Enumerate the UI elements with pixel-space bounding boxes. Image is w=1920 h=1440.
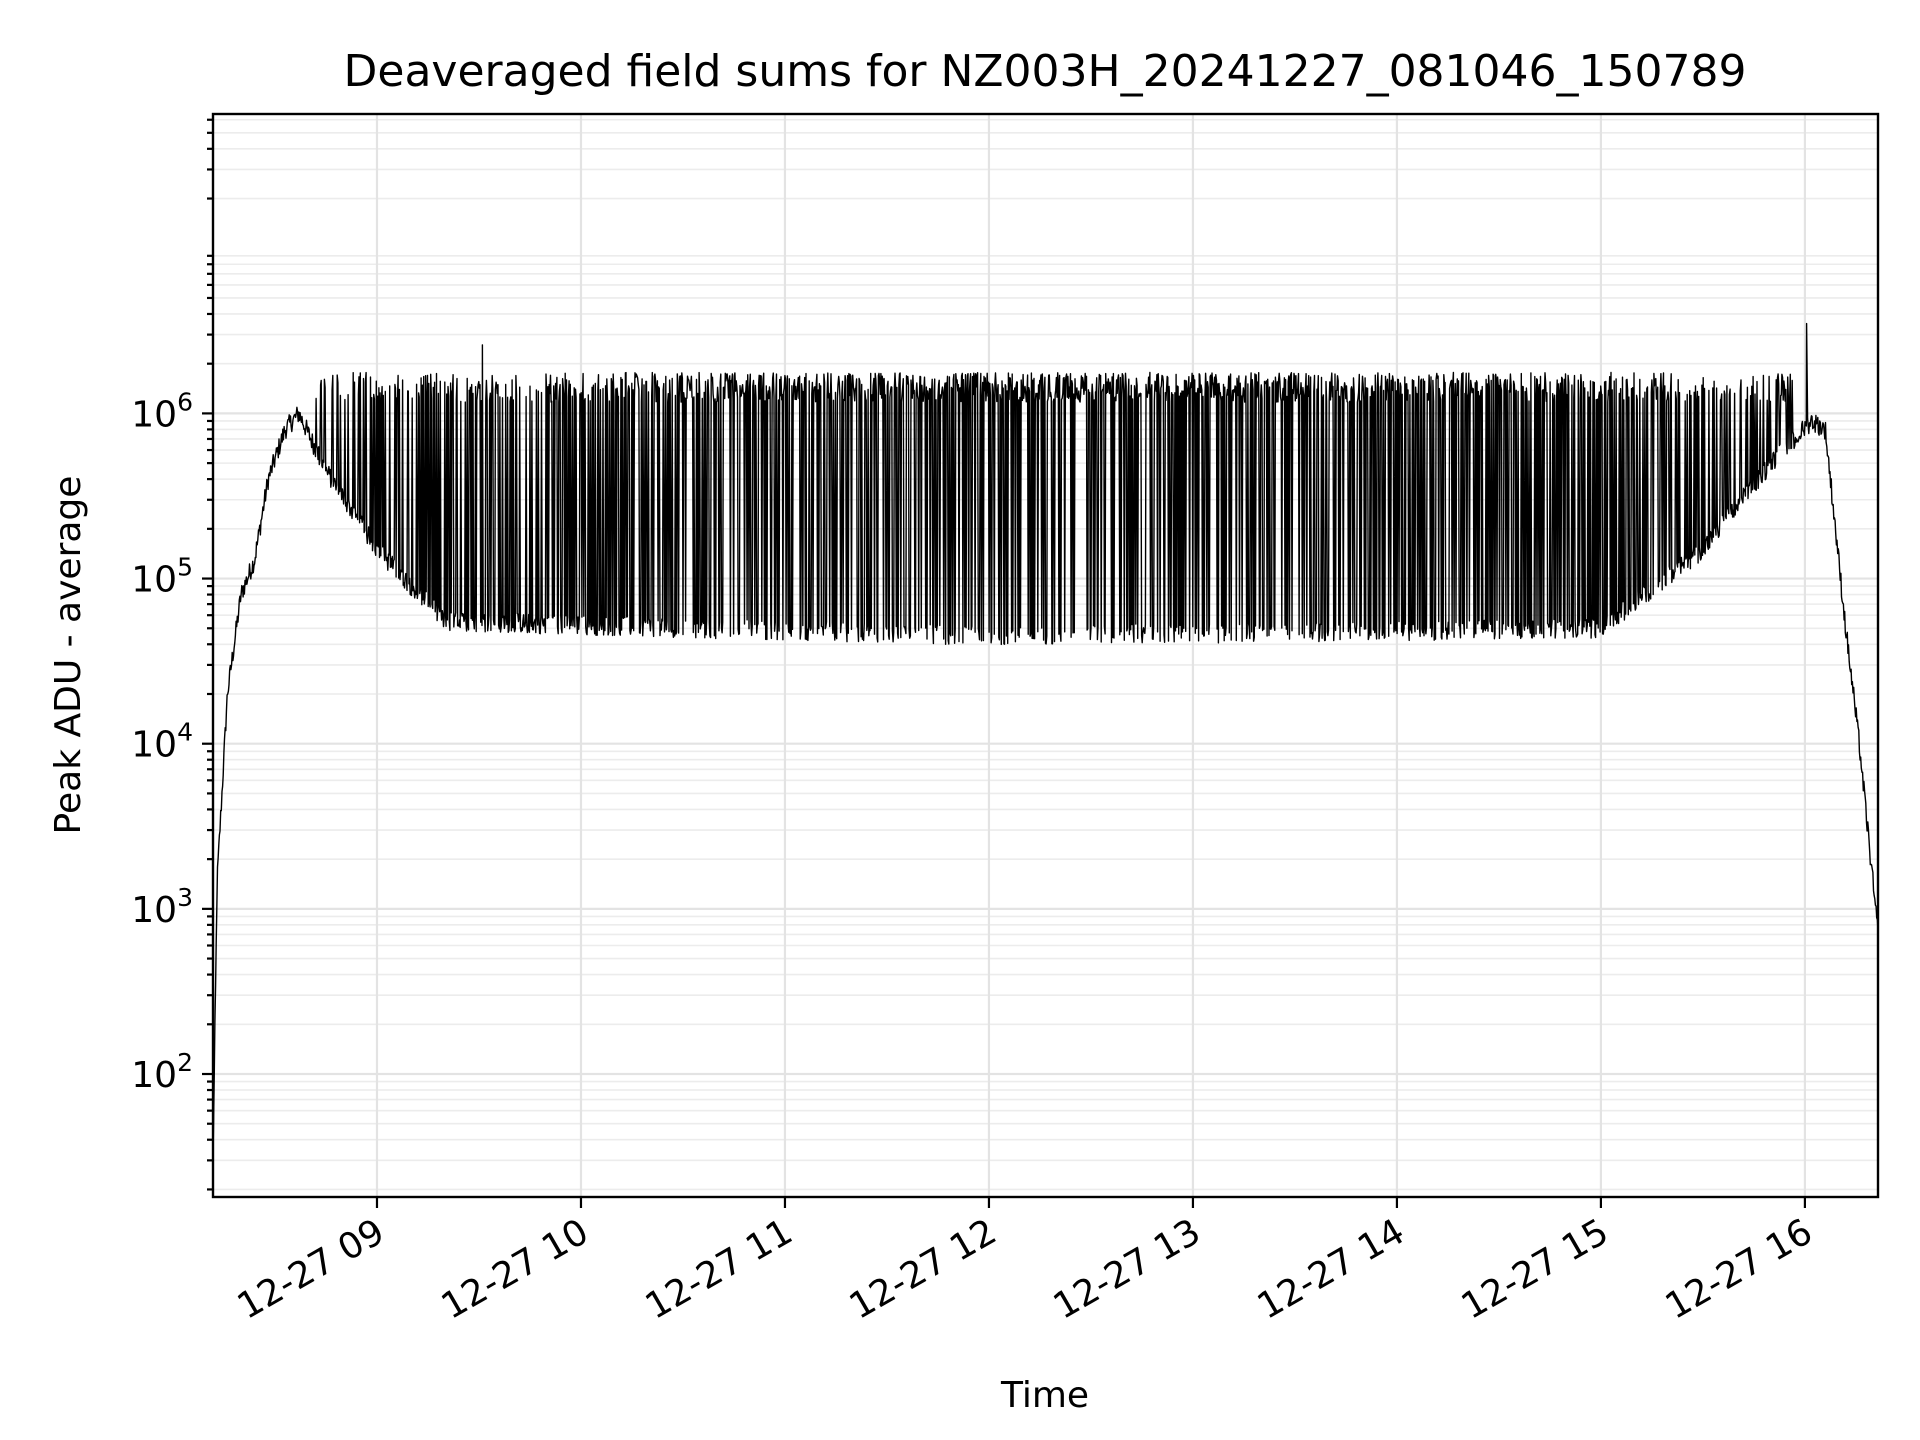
y-axis: 102 103 104 105 106 [131, 118, 213, 1191]
series-group [212, 322, 1879, 1158]
x-axis-label: Time [1000, 1375, 1089, 1416]
y-axis-label: Peak ADU - average [48, 476, 89, 835]
y-tick-label: 102 [131, 1048, 193, 1096]
x-tick-label: 12-27 16 [1659, 1211, 1820, 1327]
x-tick-label: 12-27 14 [1251, 1211, 1412, 1327]
grid [213, 114, 1878, 1197]
x-tick-label: 12-27 10 [435, 1211, 596, 1327]
chart-title: Deaveraged field sums for NZ003H_2024122… [344, 46, 1747, 97]
x-axis: 12-27 09 12-27 10 12-27 11 12-27 12 12-27 13… [231, 1197, 1820, 1328]
x-tick-label: 12-27 11 [639, 1211, 800, 1327]
x-tick-label: 12-27 15 [1455, 1211, 1616, 1327]
x-tick-label: 12-27 12 [843, 1211, 1004, 1327]
x-tick-label: 12-27 09 [231, 1211, 392, 1327]
series-line [212, 322, 1879, 1158]
y-tick-label: 105 [131, 553, 193, 601]
y-tick-label: 106 [131, 387, 193, 435]
x-tick-label: 12-27 13 [1047, 1211, 1208, 1327]
y-tick-label: 104 [131, 718, 193, 766]
y-tick-label: 103 [131, 883, 193, 931]
plot-frame [211, 112, 1880, 1199]
